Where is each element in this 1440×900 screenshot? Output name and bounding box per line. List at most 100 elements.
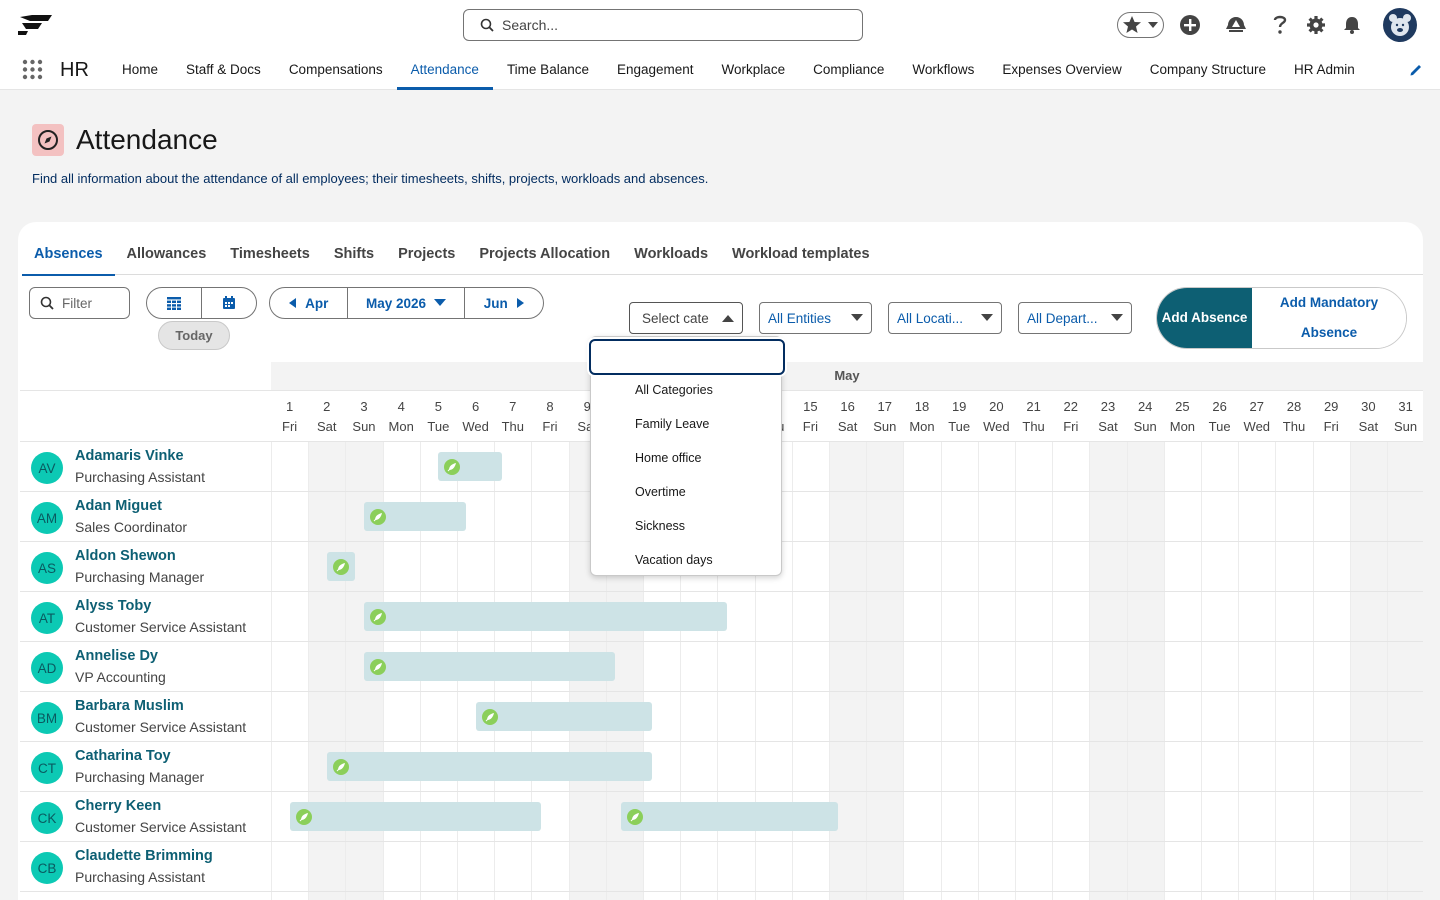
chevron-right-icon xyxy=(516,298,524,308)
locations-select[interactable]: All Locati... xyxy=(888,302,1002,334)
day-column xyxy=(1238,442,1275,900)
category-option-vacation-days[interactable]: Vacation days xyxy=(635,553,713,567)
nav-item-workflows[interactable]: Workflows xyxy=(912,62,975,77)
employee-cell: BM Barbara Muslim Customer Service Assista… xyxy=(20,692,308,742)
trailhead-button[interactable] xyxy=(1224,9,1248,41)
next-month-button[interactable]: Jun xyxy=(465,288,543,318)
day-column xyxy=(1349,442,1387,900)
global-actions-button[interactable] xyxy=(1178,9,1202,41)
category-option-all-categories[interactable]: All Categories xyxy=(635,383,713,397)
pencil-icon xyxy=(1410,65,1421,76)
entities-select[interactable]: All Entities xyxy=(759,302,872,334)
company-logo-icon[interactable] xyxy=(18,13,54,35)
nav-item-attendance[interactable]: Attendance xyxy=(396,50,494,90)
day-column xyxy=(1275,442,1312,900)
category-select[interactable]: Select cate xyxy=(629,302,743,334)
nav-item-engagement[interactable]: Engagement xyxy=(616,62,694,77)
avatar: BM xyxy=(31,702,63,734)
add-absence-button[interactable]: Add Absence xyxy=(1157,288,1252,348)
category-option-overtime[interactable]: Overtime xyxy=(635,485,686,499)
help-button[interactable] xyxy=(1268,9,1292,41)
global-search-input[interactable]: Search... xyxy=(463,9,863,41)
absence-bar[interactable] xyxy=(475,702,653,731)
next-month-label: Jun xyxy=(483,295,508,311)
day-weekday: Thu xyxy=(1282,419,1306,434)
tab-shifts[interactable]: Shifts xyxy=(333,246,375,262)
avatar: AT xyxy=(31,602,63,634)
avatar: AD xyxy=(31,652,63,684)
absence-bar[interactable] xyxy=(438,452,502,481)
absence-bar[interactable] xyxy=(326,552,355,581)
entities-select-value: All Entities xyxy=(768,310,832,326)
day-header: 24 Sun xyxy=(1127,391,1164,443)
absence-bar[interactable] xyxy=(289,802,541,831)
nav-item-home[interactable]: Home xyxy=(122,62,159,77)
day-header: 18 Mon xyxy=(903,391,940,443)
previous-month-button[interactable]: Apr xyxy=(270,288,347,318)
add-mandatory-absence-button[interactable]: Add Mandatory Absence xyxy=(1252,288,1406,348)
nav-item-hr-admin[interactable]: HR Admin xyxy=(1294,62,1355,77)
avatar: AM xyxy=(31,502,63,534)
setup-button[interactable] xyxy=(1304,9,1328,41)
employee-cell: CT Catharina Toy Purchasing Manager xyxy=(20,742,308,792)
day-number: 16 xyxy=(840,399,855,414)
calendar-view-button[interactable] xyxy=(201,288,256,318)
nav-item-compensations[interactable]: Compensations xyxy=(288,62,383,77)
current-month-select[interactable]: May 2026 xyxy=(347,288,465,318)
employee-name[interactable]: Adan Miguet xyxy=(75,498,162,514)
tab-absences[interactable]: Absences xyxy=(22,244,115,276)
day-number: 27 xyxy=(1249,399,1265,414)
day-header: 17 Sun xyxy=(866,391,903,443)
nav-item-compliance[interactable]: Compliance xyxy=(813,62,885,77)
nav-item-workplace[interactable]: Workplace xyxy=(721,62,786,77)
today-button[interactable]: Today xyxy=(158,321,230,350)
tab-allowances[interactable]: Allowances xyxy=(126,246,207,262)
employee-name[interactable]: Alyss Toby xyxy=(75,598,152,614)
employee-name[interactable]: Aldon Shewon xyxy=(75,548,176,564)
user-avatar[interactable] xyxy=(1383,8,1417,42)
absence-bar[interactable] xyxy=(364,502,467,531)
tab-workload-templates[interactable]: Workload templates xyxy=(732,246,870,262)
absence-bar[interactable] xyxy=(620,802,839,831)
nav-item-staff-docs[interactable]: Staff & Docs xyxy=(186,62,261,77)
absence-bar[interactable] xyxy=(364,602,727,631)
leaf-icon xyxy=(370,659,386,675)
notifications-button[interactable] xyxy=(1340,9,1364,41)
tab-projects[interactable]: Projects xyxy=(398,246,456,262)
employee-name[interactable]: Adamaris Vinke xyxy=(75,448,184,464)
nav-item-company-structure[interactable]: Company Structure xyxy=(1149,62,1267,77)
tab-workloads[interactable]: Workloads xyxy=(634,246,709,262)
employee-name[interactable]: Claudette Brimming xyxy=(75,848,213,864)
employee-name[interactable]: Cherry Keen xyxy=(75,798,162,814)
category-search-input[interactable] xyxy=(589,339,785,375)
employee-name[interactable]: Catharina Toy xyxy=(75,748,171,764)
departments-select[interactable]: All Depart... xyxy=(1018,302,1132,334)
app-launcher-button[interactable] xyxy=(22,59,43,80)
table-view-button[interactable] xyxy=(147,288,201,318)
nav-item-expenses-overview[interactable]: Expenses Overview xyxy=(1002,62,1122,77)
absence-bar[interactable] xyxy=(364,652,616,681)
day-column xyxy=(1089,442,1127,900)
filter-input[interactable]: Filter xyxy=(29,287,130,319)
category-option-sickness[interactable]: Sickness xyxy=(635,519,686,533)
day-header: 5 Tue xyxy=(420,391,457,443)
category-option-home-office[interactable]: Home office xyxy=(635,451,702,465)
day-column xyxy=(940,442,978,900)
day-number: 3 xyxy=(360,399,368,414)
absence-bar[interactable] xyxy=(326,752,653,781)
day-header: 7 Thu xyxy=(494,391,531,443)
favorites-button[interactable] xyxy=(1117,12,1164,38)
employee-name[interactable]: Barbara Muslim xyxy=(75,698,184,714)
nav-item-time-balance[interactable]: Time Balance xyxy=(506,62,589,77)
edit-nav-button[interactable] xyxy=(1409,63,1423,77)
tab-projects-allocation[interactable]: Projects Allocation xyxy=(479,246,611,262)
day-weekday: Sat xyxy=(837,419,858,434)
day-column xyxy=(977,442,1015,900)
category-option-family-leave[interactable]: Family Leave xyxy=(635,417,710,431)
employee-role: Sales Coordinator xyxy=(75,519,188,535)
category-options: All Categories Family Leave Home office Ove… xyxy=(591,377,781,581)
category-select-value: Select cate xyxy=(642,310,709,326)
tab-timesheets[interactable]: Timesheets xyxy=(230,246,310,262)
day-column xyxy=(1052,442,1089,900)
employee-name[interactable]: Annelise Dy xyxy=(75,648,158,664)
